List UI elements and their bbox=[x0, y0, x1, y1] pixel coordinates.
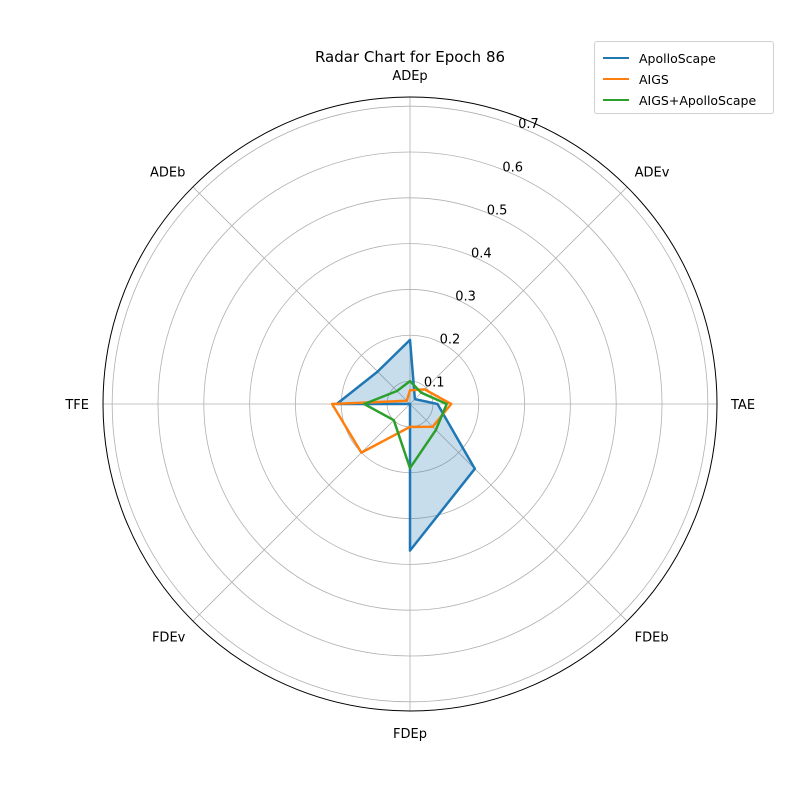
axis-label: FDEv bbox=[152, 631, 186, 646]
radar-labels: 0.1 0.2 0.3 0.4 0.5 0.6 0.7 ADEp ADEv TAE FDEb FDEp… bbox=[64, 69, 755, 742]
axis-label: TFE bbox=[64, 398, 89, 413]
axis-label: FDEp bbox=[393, 727, 427, 742]
series-line bbox=[335, 338, 477, 552]
axis-label: ADEp bbox=[392, 69, 427, 84]
legend-entry: AIGS+ApolloScape bbox=[603, 90, 756, 110]
legend-label: ApolloScape bbox=[639, 50, 716, 66]
legend-label: AIGS+ApolloScape bbox=[639, 92, 757, 108]
axis-label: FDEb bbox=[635, 631, 669, 646]
radial-tick-label: 0.6 bbox=[502, 160, 523, 175]
radial-tick-label: 0.7 bbox=[518, 117, 539, 132]
legend: ApolloScape AIGS AIGS+ApolloScape bbox=[594, 41, 774, 114]
radial-tick-label: 0.3 bbox=[455, 289, 476, 304]
axis-spoke bbox=[192, 403, 411, 622]
radial-tick-label: 0.4 bbox=[471, 246, 492, 261]
series-line bbox=[330, 388, 453, 454]
radial-tick-label: 0.5 bbox=[487, 203, 508, 218]
series-line bbox=[362, 379, 448, 470]
outer-frame bbox=[102, 96, 718, 712]
radar-series bbox=[330, 338, 477, 552]
legend-entry: AIGS bbox=[603, 69, 669, 89]
legend-swatch bbox=[603, 78, 629, 80]
axis-label: ADEv bbox=[635, 165, 670, 180]
legend-swatch bbox=[603, 57, 629, 59]
legend-entry: ApolloScape bbox=[603, 48, 716, 68]
axis-spoke bbox=[409, 186, 628, 405]
axis-label: TAE bbox=[730, 398, 755, 413]
axis-label: ADEb bbox=[150, 165, 185, 180]
legend-swatch bbox=[603, 99, 629, 101]
radial-tick-label: 0.1 bbox=[424, 375, 445, 390]
chart-title: Radar Chart for Epoch 86 bbox=[315, 48, 505, 66]
axis-spoke bbox=[192, 186, 411, 405]
legend-label: AIGS bbox=[639, 71, 669, 87]
radial-tick-label: 0.2 bbox=[440, 332, 461, 347]
axis-spoke bbox=[409, 403, 628, 622]
